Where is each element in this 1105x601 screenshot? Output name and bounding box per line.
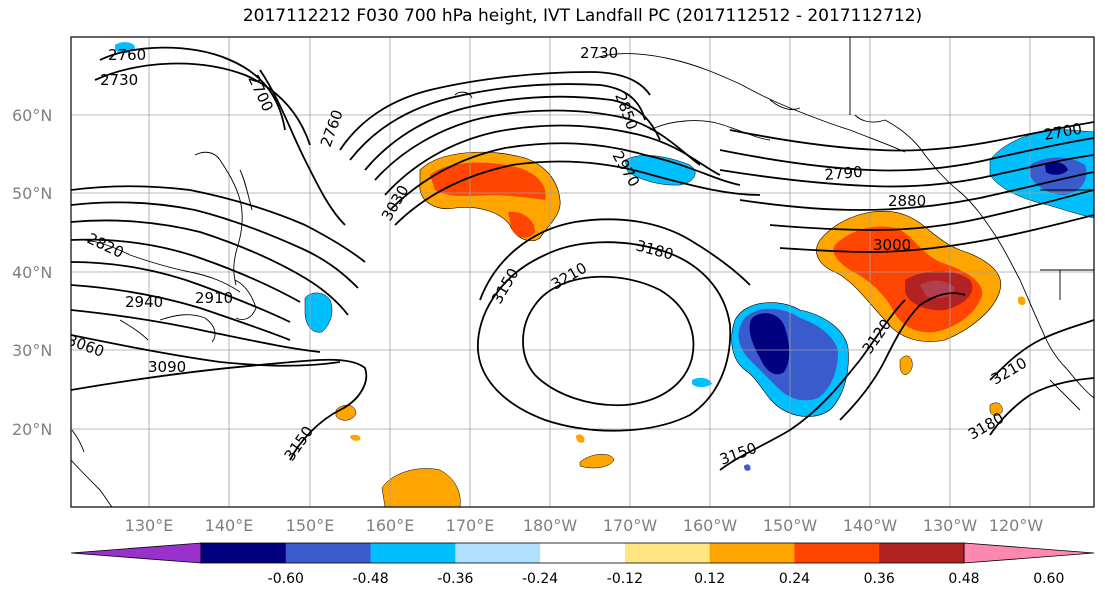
contour-label: 2790 xyxy=(824,163,864,184)
colorbar-tick-label: -0.12 xyxy=(607,571,643,587)
contour-label: 3090 xyxy=(148,358,186,376)
height-contours xyxy=(71,46,1094,471)
colorbar-tick-label: 0.24 xyxy=(779,571,810,587)
colorbar-ticks: -0.60 -0.48 -0.36 -0.24 -0.12 0.12 0.24 0.36 0.4… xyxy=(268,571,1065,587)
map-frame xyxy=(70,36,1095,508)
colorbar-tick-label: -0.48 xyxy=(352,571,388,587)
lon-label: 120°W xyxy=(989,516,1044,535)
colorbar: -0.60 -0.48 -0.36 -0.24 -0.12 0.12 0.24 0.36 0.4… xyxy=(70,542,1095,587)
lon-label: 150°E xyxy=(286,516,335,535)
colorbar-extend-max xyxy=(963,542,1095,564)
lon-label: 160°W xyxy=(683,516,738,535)
colorbar-swatch xyxy=(794,543,880,563)
lon-label: 140°W xyxy=(843,516,898,535)
lon-label: 170°W xyxy=(603,516,658,535)
coastlines xyxy=(71,37,1094,507)
lat-label: 50°N xyxy=(12,184,52,203)
lat-label: 30°N xyxy=(12,341,52,360)
colorbar-extend-min xyxy=(70,542,202,564)
contour-label: 2910 xyxy=(195,289,233,307)
lon-label: 130°E xyxy=(125,516,174,535)
colorbar-tick-label: 0.36 xyxy=(864,571,895,587)
colorbar-swatch xyxy=(624,543,711,563)
colorbar-tick-label: -0.60 xyxy=(268,571,304,587)
contour-label: 2880 xyxy=(888,192,926,210)
colorbar-tick-label: 0.12 xyxy=(694,571,725,587)
lon-label: 130°W xyxy=(923,516,978,535)
colorbar-tick-label: -0.36 xyxy=(437,571,473,587)
colorbar-tick-label: 0.48 xyxy=(948,571,979,587)
contour-label: 3000 xyxy=(873,236,911,254)
contour-label: 2730 xyxy=(100,71,138,89)
contour-label: 2760 xyxy=(108,46,146,64)
lon-label: 150°W xyxy=(763,516,818,535)
colorbar-frame xyxy=(200,542,965,564)
colorbar-swatch xyxy=(455,543,541,563)
lon-label: 160°E xyxy=(366,516,415,535)
longitude-labels: 130°E 140°E 150°E 160°E 170°E 180°W 170°… xyxy=(125,516,1044,535)
lat-label: 60°N xyxy=(12,106,52,125)
ivt-anomaly-fills xyxy=(115,42,1094,507)
lat-label: 40°N xyxy=(12,263,52,282)
contour-label: 2730 xyxy=(580,44,618,62)
colorbar-swatch xyxy=(879,543,965,563)
colorbar-swatch xyxy=(540,543,626,563)
colorbar-swatch xyxy=(285,543,372,563)
contour-label: 2940 xyxy=(125,293,163,311)
map-plot-area: 2760 2730 2700 2760 2730 2850 2970 3030 … xyxy=(71,37,1094,507)
lon-label: 170°E xyxy=(446,516,495,535)
colorbar-tick-label: 0.60 xyxy=(1033,571,1064,587)
colorbar-swatches xyxy=(70,542,1095,564)
lat-label: 20°N xyxy=(12,420,52,439)
colorbar-swatch xyxy=(709,543,795,563)
lon-label: 180°W xyxy=(523,516,578,535)
map-title: 2017112212 F030 700 hPa height, IVT Land… xyxy=(242,6,923,26)
colorbar-swatch xyxy=(370,543,456,563)
latitude-labels: 60°N 50°N 40°N 30°N 20°N xyxy=(12,106,52,439)
colorbar-swatch xyxy=(201,543,287,563)
lon-label: 140°E xyxy=(205,516,254,535)
colorbar-tick-label: -0.24 xyxy=(522,571,558,587)
